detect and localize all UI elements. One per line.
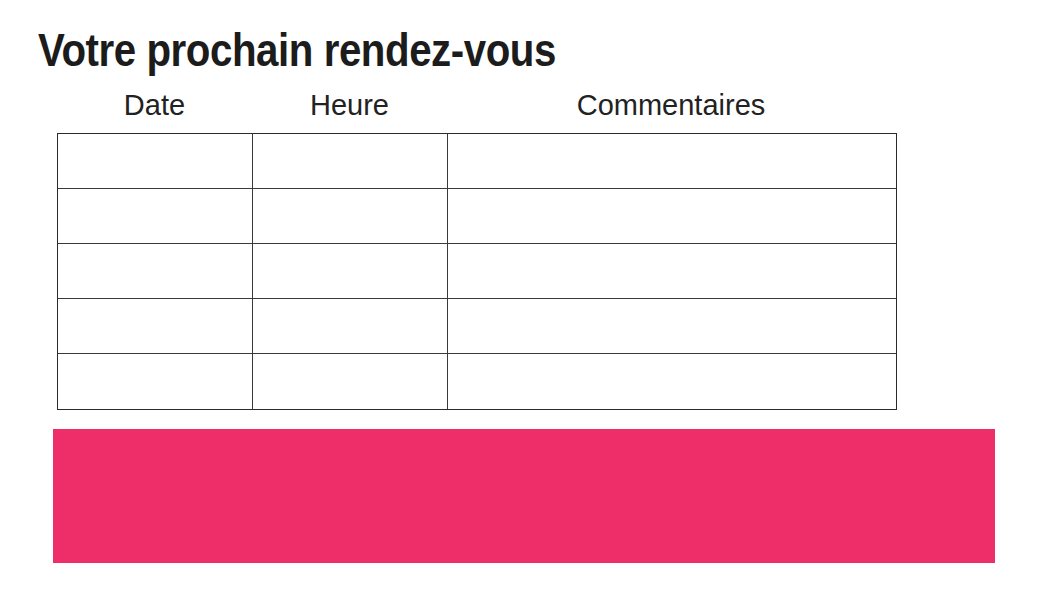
pink-banner: [53, 429, 995, 563]
column-header-commentaires: Commentaires: [447, 91, 895, 120]
table-cell: [448, 244, 896, 299]
table-cell: [253, 354, 448, 409]
table-cell: [58, 134, 253, 189]
table-cell: [448, 134, 896, 189]
table-cell: [253, 299, 448, 354]
table-cell: [253, 189, 448, 244]
table-cell: [448, 299, 896, 354]
appointments-table: [57, 133, 897, 410]
column-header-date: Date: [57, 91, 252, 120]
table-cell: [58, 354, 253, 409]
table-cell: [448, 354, 896, 409]
table-cell: [58, 244, 253, 299]
table-header-row: Date Heure Commentaires: [57, 91, 895, 120]
column-header-heure: Heure: [252, 91, 447, 120]
page: Votre prochain rendez-vous Date Heure Co…: [0, 0, 1050, 600]
table-cell: [58, 299, 253, 354]
page-title: Votre prochain rendez-vous: [38, 27, 556, 73]
table-cell: [58, 189, 253, 244]
table-cell: [253, 244, 448, 299]
table-cell: [448, 189, 896, 244]
table-cell: [253, 134, 448, 189]
